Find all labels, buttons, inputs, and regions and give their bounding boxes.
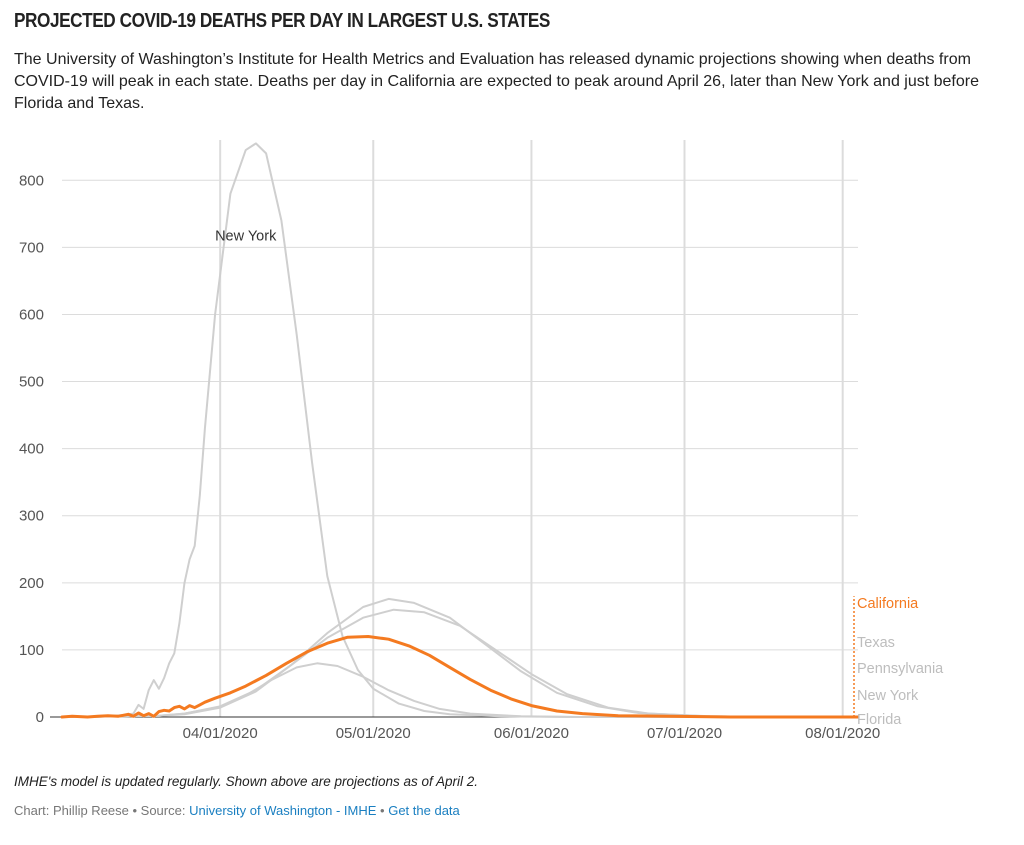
series-label-florida: Florida <box>857 712 902 728</box>
x-tick-label: 04/01/2020 <box>183 725 258 742</box>
series-label-new-york: New York <box>857 688 919 704</box>
get-the-data-link[interactable]: Get the data <box>388 803 460 818</box>
credit-text: Chart: Phillip Reese • Source: <box>14 803 190 818</box>
credits-line: Chart: Phillip Reese • Source: Universit… <box>14 803 460 818</box>
series-layer <box>60 142 860 719</box>
y-tick-label: 400 <box>19 441 44 458</box>
grid-layer <box>50 140 858 718</box>
source-link[interactable]: University of Washington - IMHE <box>189 803 377 818</box>
x-tick-label: 07/01/2020 <box>647 725 722 742</box>
y-tick-label: 700 <box>19 239 44 256</box>
y-tick-label: 300 <box>19 508 44 525</box>
series-label-texas: Texas <box>857 635 895 651</box>
x-tick-label: 08/01/2020 <box>805 725 880 742</box>
series-label-california: California <box>857 596 919 612</box>
y-tick-label: 100 <box>19 642 44 659</box>
y-tick-label: 200 <box>19 575 44 592</box>
y-tick-label: 0 <box>36 709 44 726</box>
chart-subtitle: The University of Washington’s Institute… <box>14 51 979 112</box>
chart-title: PROJECTED COVID-19 DEATHS PER DAY IN LAR… <box>14 10 550 32</box>
series-line-texas <box>61 597 859 718</box>
label-layer: 0 100 200 300 400 500 600 700 800 04/01/2020 05/01… <box>19 172 944 742</box>
y-tick-label: 600 <box>19 306 44 323</box>
series-line-california <box>60 635 860 719</box>
x-tick-label: 06/01/2020 <box>494 725 569 742</box>
footnote: IMHE's model is updated regularly. Shown… <box>14 774 479 789</box>
series-line-pennsylvania <box>61 608 859 718</box>
series-line-new-york <box>61 142 859 718</box>
line-chart: 0 100 200 300 400 500 600 700 800 04/01/2020 05/01… <box>19 140 944 742</box>
x-tick-label: 05/01/2020 <box>336 725 411 742</box>
y-tick-label: 500 <box>19 374 44 391</box>
series-line-florida <box>61 662 859 718</box>
annotation-new-york: New York <box>215 229 277 245</box>
series-label-pennsylvania: Pennsylvania <box>857 661 944 677</box>
credit-separator: • <box>376 803 389 818</box>
y-tick-label: 800 <box>19 172 44 189</box>
